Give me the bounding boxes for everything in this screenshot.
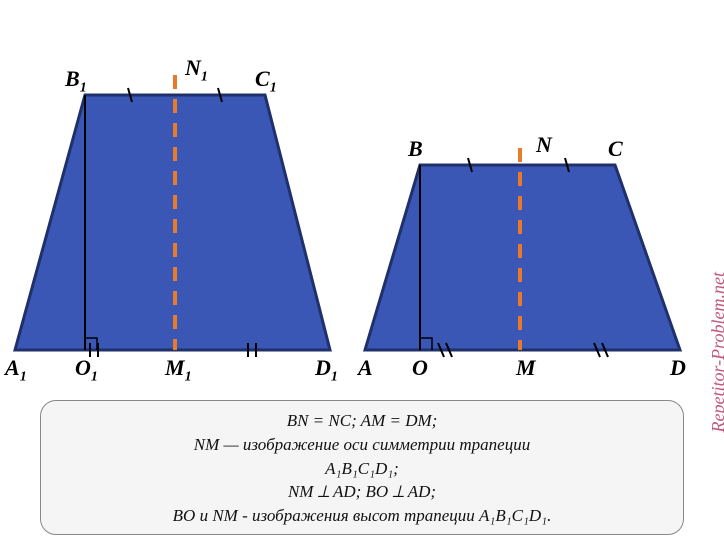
label-M1: M1 [165,355,192,385]
trapezoid-small [365,165,680,350]
label-M: M [516,355,536,381]
label-D: D [670,355,686,381]
label-O: O [412,355,428,381]
label-B: B [408,136,423,162]
stmt-line5: BO и NM - изображения высот трапеции A₁B… [61,504,663,528]
stmt-line3: A₁B₁C₁D₁; [61,457,663,481]
label-C: C [608,136,623,162]
geometry-diagram: A1 B1 C1 D1 O1 M1 N1 A B C D O M N [0,0,724,390]
statement-box: BN = NC; AM = DM; NM — изображение оси с… [40,400,684,535]
label-A1: A1 [5,355,27,385]
stmt-line1: BN = NC; AM = DM; [61,409,663,433]
label-D1: D1 [315,355,338,385]
watermark-text: Repetitor-Problem.net [708,272,724,432]
label-N: N [536,132,552,158]
stmt-line4: NM ⟂ AD; BO ⟂ AD; [61,480,663,504]
label-O1: O1 [75,355,98,385]
diagram-svg [0,0,724,390]
stmt-line2: NM — изображение оси симметрии трапеции [61,433,663,457]
label-N1: N1 [185,55,208,85]
trapezoid-large [15,95,330,350]
label-B1: B1 [65,66,87,96]
label-A: A [358,355,373,381]
label-C1: C1 [255,66,277,96]
